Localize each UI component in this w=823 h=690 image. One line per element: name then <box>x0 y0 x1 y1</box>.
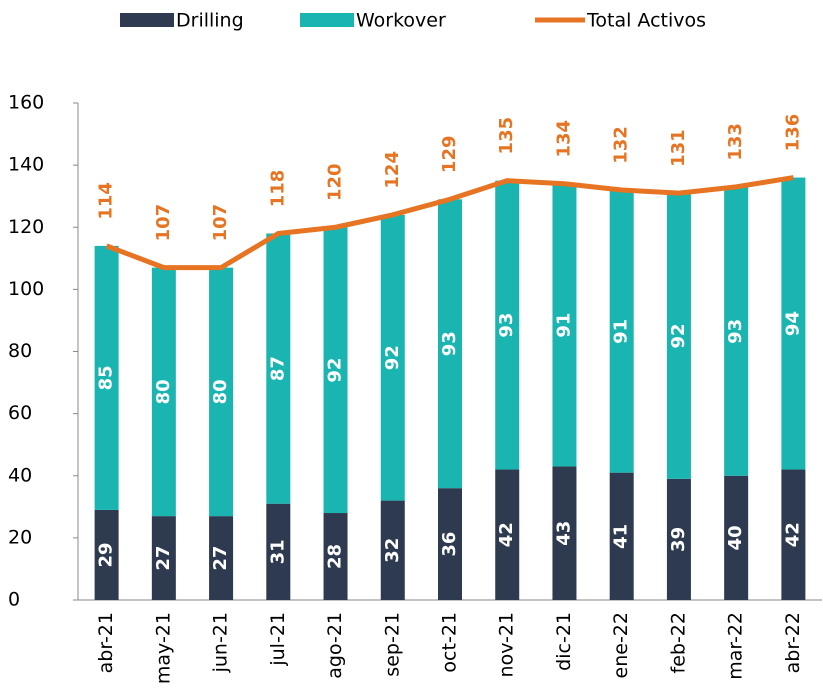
bar <box>438 488 462 600</box>
x-tick-label: jun-21 <box>210 612 232 673</box>
value-label: 29 <box>96 542 117 567</box>
bar <box>380 500 405 600</box>
value-label: 39 <box>668 527 689 552</box>
bar <box>94 509 119 600</box>
line <box>105 175 794 271</box>
value-label: 91 <box>611 319 632 344</box>
value-label: 92 <box>668 323 689 348</box>
bar <box>552 466 577 600</box>
value-label: 80 <box>153 379 174 404</box>
bar <box>151 516 176 600</box>
bar <box>724 186 749 476</box>
value-label: 36 <box>439 532 460 557</box>
y-tick-label: 20 <box>8 526 32 548</box>
x-tick-label: jul-21 <box>267 612 289 667</box>
bar <box>209 516 234 600</box>
legend-swatch <box>120 13 174 27</box>
value-label: 118 <box>267 170 288 208</box>
y-tick-label: 60 <box>8 402 32 424</box>
value-label: 87 <box>267 356 288 381</box>
value-label: 28 <box>325 544 346 569</box>
value-label: 91 <box>553 313 574 338</box>
y-tick-label: 40 <box>8 464 32 486</box>
x-tick-label: nov-21 <box>496 612 518 677</box>
y-tick-label: 140 <box>8 154 44 176</box>
value-label: 131 <box>668 129 689 167</box>
x-tick-label: abr-22 <box>782 612 804 673</box>
y-tick-label: 120 <box>8 216 44 238</box>
value-label: 94 <box>782 311 803 336</box>
bar <box>94 245 119 510</box>
value-label: 32 <box>382 538 403 563</box>
value-label: 85 <box>96 365 117 390</box>
bar <box>495 180 520 470</box>
bar <box>552 183 577 467</box>
bar <box>724 475 749 600</box>
y-tick-label: 80 <box>8 340 32 362</box>
legend-swatch <box>300 13 354 27</box>
value-label: 132 <box>611 126 632 164</box>
value-label: 93 <box>725 319 746 344</box>
bar <box>323 513 348 600</box>
x-tick-label: may-21 <box>152 612 174 684</box>
y-tick-label: 100 <box>8 278 44 300</box>
x-tick-label: ago-21 <box>324 612 346 679</box>
bar <box>666 193 691 479</box>
value-label: 107 <box>210 204 231 242</box>
value-label: 133 <box>725 123 746 161</box>
legend-label: Total Activos <box>586 10 706 32</box>
bar <box>495 469 520 600</box>
bar <box>781 469 806 600</box>
value-label: 27 <box>153 546 174 571</box>
bar <box>609 189 634 473</box>
value-label: 93 <box>496 313 517 338</box>
value-label: 114 <box>96 182 117 220</box>
value-label: 136 <box>782 114 803 152</box>
x-tick-label: mar-22 <box>725 612 747 680</box>
value-label: 93 <box>439 331 460 356</box>
x-tick-label: feb-22 <box>667 612 689 673</box>
bar <box>151 267 176 517</box>
y-tick-label: 0 <box>8 589 20 611</box>
x-tick-label: sep-21 <box>381 612 403 677</box>
value-label: 134 <box>553 120 574 158</box>
value-label: 27 <box>210 546 231 571</box>
value-label: 41 <box>611 524 632 549</box>
x-tick-label: ene-22 <box>610 612 632 678</box>
bar <box>380 214 405 501</box>
x-tick-label: oct-21 <box>439 612 461 673</box>
bar <box>266 503 291 600</box>
y-tick-label: 160 <box>8 92 44 114</box>
value-label: 135 <box>496 117 517 155</box>
value-label: 31 <box>267 539 288 564</box>
value-label: 43 <box>553 521 574 546</box>
legend-label: Workover <box>356 10 446 32</box>
value-label: 129 <box>439 136 460 174</box>
value-label: 120 <box>325 163 346 201</box>
value-label: 92 <box>325 358 346 383</box>
value-label: 92 <box>382 345 403 370</box>
bar <box>781 177 806 470</box>
value-label: 124 <box>382 151 403 189</box>
bar <box>666 478 691 600</box>
value-label: 42 <box>782 522 803 547</box>
value-label: 80 <box>210 379 231 404</box>
value-label: 40 <box>725 525 746 550</box>
legend-label: Drilling <box>176 10 244 32</box>
bar <box>609 472 634 600</box>
x-tick-label: abr-21 <box>95 612 117 673</box>
bar <box>209 267 234 517</box>
bar <box>323 227 348 514</box>
bar <box>266 233 291 504</box>
value-label: 107 <box>153 204 174 242</box>
bar <box>438 199 462 489</box>
x-tick-label: dic-21 <box>553 612 575 671</box>
value-label: 42 <box>496 522 517 547</box>
